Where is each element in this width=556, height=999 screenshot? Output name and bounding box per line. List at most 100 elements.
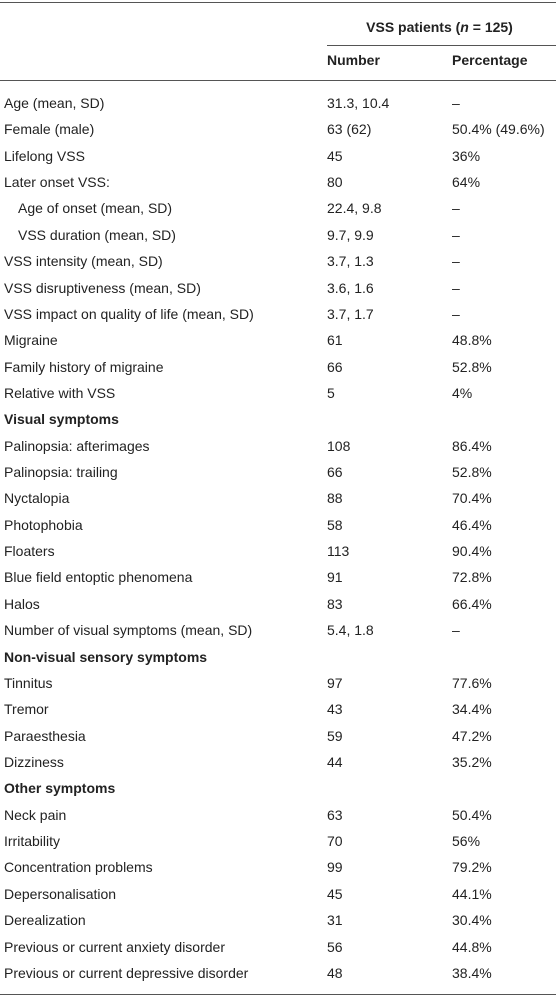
section-heading: Other symptoms [4, 780, 116, 797]
row-label: Tremor [4, 701, 49, 718]
cell-value: 3.7, 1.7 [327, 305, 374, 322]
section-heading: Non-visual sensory symptoms [4, 648, 208, 665]
row-label: Number of visual symptoms (mean, SD) [4, 622, 253, 639]
row-label: Palinopsia: afterimages [4, 437, 150, 454]
cell-value: 45 [327, 147, 343, 164]
cell-value: 35.2% [452, 754, 492, 770]
cell-value: 70.4% [452, 490, 492, 507]
cell-value: 48 [327, 964, 343, 981]
cell-value: 22.4, 9.8 [327, 200, 382, 217]
cell-value: 108 [327, 437, 351, 454]
cell-value: 79.2% [452, 859, 492, 876]
row-label: Dizziness [4, 754, 64, 770]
cell-value: – [452, 305, 460, 322]
cell-value: 66.4% [452, 595, 492, 612]
cell-value: 50.4% [452, 806, 492, 823]
group-header-text: = 125) [468, 19, 513, 35]
cell-value: 63 [327, 806, 343, 823]
cell-value: 56 [327, 938, 343, 955]
cell-value: 64% [452, 174, 481, 191]
cell-value: 34.4% [452, 701, 492, 718]
cell-value: 48.8% [452, 332, 492, 349]
row-label: Female (male) [4, 121, 95, 138]
cell-value: 50.4% (49.6%) [452, 121, 545, 138]
cell-value: 66 [327, 464, 343, 481]
top-rule [0, 2, 556, 3]
row-label: Floaters [4, 543, 55, 560]
group-header-n: n [460, 19, 469, 35]
cell-value: – [452, 200, 460, 217]
cell-value: 3.7, 1.3 [327, 253, 374, 270]
cell-value: 66 [327, 358, 343, 375]
group-header: VSS patients (n = 125) [327, 18, 552, 36]
cell-value: 46.4% [452, 516, 492, 533]
row-label: Nyctalopia [4, 490, 70, 507]
cell-value: 3.6, 1.6 [327, 279, 374, 296]
row-label: Palinopsia: trailing [4, 464, 118, 481]
row-label: Blue field entoptic phenomena [4, 569, 193, 586]
row-label: Previous or current depressive disorder [4, 964, 249, 981]
cell-value: 5 [327, 384, 335, 401]
cell-value: 45 [327, 885, 343, 902]
cell-value: 88 [327, 490, 343, 507]
row-label: Neck pain [4, 806, 67, 823]
cell-value: 70 [327, 833, 343, 850]
row-label: Family history of migraine [4, 358, 164, 375]
row-label: Age of onset (mean, SD) [18, 200, 173, 217]
column-header: Percentage [452, 52, 528, 68]
row-label: Age (mean, SD) [4, 95, 105, 111]
cell-value: 61 [327, 332, 343, 349]
cell-value: 52.8% [452, 464, 492, 481]
cell-value: 31.3, 10.4 [327, 95, 390, 111]
cell-value: 4% [452, 384, 473, 401]
cell-value: 97 [327, 674, 343, 691]
cell-value: 80 [327, 174, 343, 191]
cell-value: 56% [452, 833, 481, 850]
row-label: Previous or current anxiety disorder [4, 938, 225, 955]
cell-value: 30.4% [452, 912, 492, 929]
cell-value: 44.1% [452, 885, 492, 902]
cell-value: 38.4% [452, 964, 492, 981]
cell-value: 72.8% [452, 569, 492, 586]
cell-value: – [452, 95, 460, 111]
row-label: VSS disruptiveness (mean, SD) [4, 279, 201, 296]
cell-value: 59 [327, 727, 343, 744]
section-heading: Visual symptoms [4, 411, 119, 428]
cell-value: – [452, 226, 460, 243]
bottom-rule [0, 994, 556, 995]
cell-value: 83 [327, 595, 343, 612]
group-rule [327, 45, 556, 46]
cell-value: 91 [327, 569, 343, 586]
row-label: Relative with VSS [4, 384, 116, 401]
cell-value: 44 [327, 754, 343, 770]
cell-value: 47.2% [452, 727, 492, 744]
cell-value: 5.4, 1.8 [327, 622, 374, 639]
cell-value: 9.7, 9.9 [327, 226, 374, 243]
row-label: Irritability [4, 833, 61, 850]
row-label: VSS duration (mean, SD) [18, 226, 176, 243]
row-label: Derealization [4, 912, 86, 929]
row-label: VSS impact on quality of life (mean, SD) [4, 305, 254, 322]
row-label: Photophobia [4, 516, 83, 533]
cell-value: 31 [327, 912, 343, 929]
cell-value: 99 [327, 859, 343, 876]
row-label: Tinnitus [4, 674, 53, 691]
row-label: Paraesthesia [4, 727, 86, 744]
row-label: Migraine [4, 332, 58, 349]
row-label: Halos [4, 595, 40, 612]
row-label: Concentration problems [4, 859, 153, 876]
cell-value: 90.4% [452, 543, 492, 560]
cell-value: 77.6% [452, 674, 492, 691]
cell-value: 52.8% [452, 358, 492, 375]
cell-value: – [452, 622, 460, 639]
cell-value: 63 (62) [327, 121, 372, 138]
row-label: Depersonalisation [4, 885, 117, 902]
cell-value: 44.8% [452, 938, 492, 955]
cell-value: 113 [327, 543, 350, 560]
cell-value: 36% [452, 147, 481, 164]
row-label: Lifelong VSS [4, 147, 85, 164]
row-label: VSS intensity (mean, SD) [4, 253, 163, 270]
cell-value: 86.4% [452, 437, 492, 454]
header-rule [0, 80, 556, 81]
